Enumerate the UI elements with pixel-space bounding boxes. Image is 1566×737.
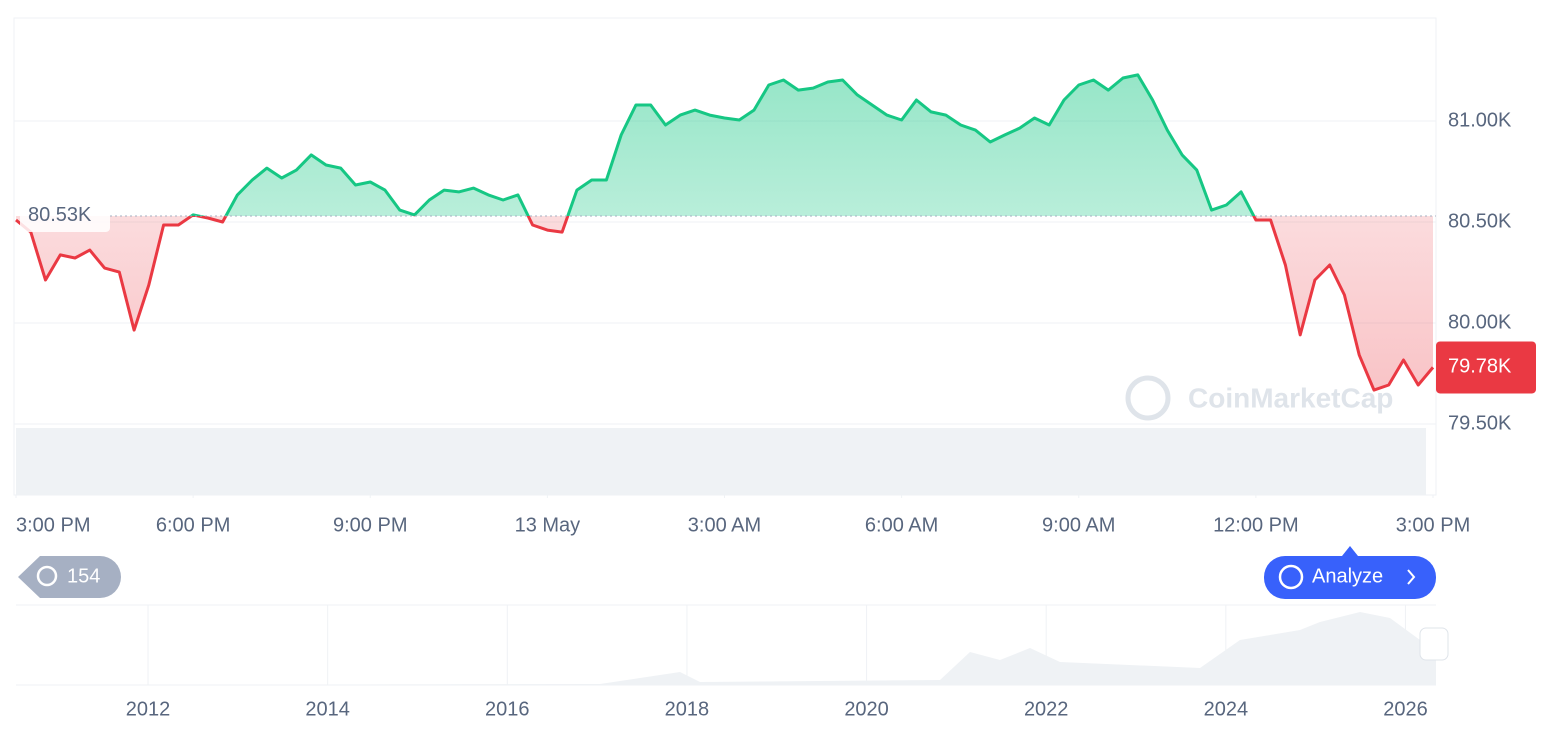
analyze-label: Analyze	[1312, 565, 1383, 587]
history-count: 154	[67, 565, 100, 587]
navigator-tick-label: 2022	[1024, 698, 1069, 720]
navigator-tick-label: 2026	[1383, 698, 1428, 720]
x-tick-label: 12:00 PM	[1213, 514, 1299, 536]
volume-bars	[16, 428, 1426, 495]
watermark: CoinMarketCap	[1125, 375, 1393, 421]
area-fill	[16, 215, 1433, 391]
navigator-tick-label: 2016	[485, 698, 530, 720]
navigator	[16, 604, 1449, 686]
price-line	[188, 73, 1256, 216]
y-tick-label: 81.00K	[1448, 109, 1512, 131]
navigator-handle[interactable]	[1419, 627, 1449, 661]
price-tag-label: 79.78K	[1448, 356, 1512, 378]
x-tick-label: 9:00 PM	[333, 514, 407, 536]
x-tick-label: 3:00 AM	[688, 514, 761, 536]
navigator-tick-label: 2018	[665, 698, 710, 720]
x-tick-label: 6:00 AM	[865, 514, 938, 536]
y-tick-label: 80.50K	[1448, 210, 1512, 232]
x-tick-label: 3:00 PM	[1396, 514, 1470, 536]
navigator-area	[16, 612, 1436, 685]
y-tick-label: 80.00K	[1448, 311, 1512, 333]
x-tick-label: 6:00 PM	[156, 514, 230, 536]
watermark-text: CoinMarketCap	[1188, 382, 1393, 413]
navigator-tick-label: 2024	[1204, 698, 1249, 720]
navigator-tick-label: 2020	[844, 698, 889, 720]
x-tick-label: 13 May	[515, 514, 581, 536]
analyze-button[interactable]: Analyze	[1264, 546, 1436, 599]
y-tick-label: 79.50K	[1448, 412, 1512, 434]
price-tag	[1436, 341, 1536, 394]
x-tick-label: 9:00 AM	[1042, 514, 1115, 536]
baseline-label: 80.53K	[28, 204, 92, 226]
navigator-tick-label: 2012	[126, 698, 171, 720]
navigator-tick-label: 2014	[305, 698, 350, 720]
x-tick-label: 3:00 PM	[16, 514, 90, 536]
plot-frame	[13, 17, 1437, 496]
area-fill	[16, 74, 1433, 216]
history-pill[interactable]: 154	[18, 556, 121, 598]
baseline-tag-bg	[20, 199, 110, 232]
